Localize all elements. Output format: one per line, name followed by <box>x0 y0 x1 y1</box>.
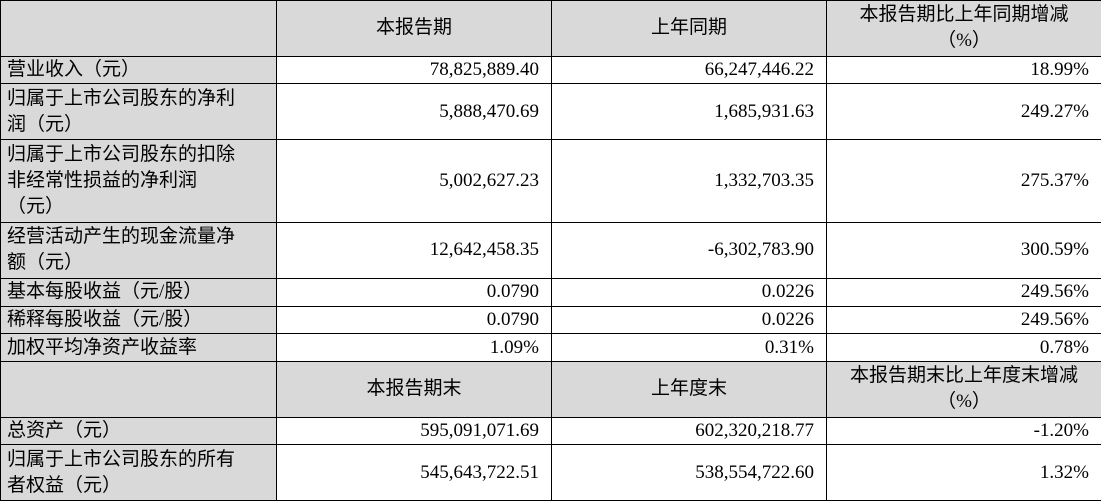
text-line: 归属于上市公司股东的扣除 <box>7 142 266 168</box>
header-row: 本报告期末上年度末本报告期末比上年度末增减（%） <box>1 362 1101 418</box>
text-line: （元） <box>7 194 266 220</box>
text-line: 本报告期末比上年度末增减 <box>837 363 1091 389</box>
value-cell: 1,332,703.35 <box>552 139 827 222</box>
value-cell: 1,685,931.63 <box>552 84 827 140</box>
row-label: 总资产（元） <box>1 417 277 445</box>
header-cell <box>1 1 277 57</box>
text-line: 额（元） <box>7 250 266 276</box>
header-row: 本报告期上年同期本报告期比上年同期增减（%） <box>1 1 1101 57</box>
row-label: 归属于上市公司股东的净利润（元） <box>1 84 277 140</box>
row-label: 经营活动产生的现金流量净额（元） <box>1 223 277 279</box>
value-cell: 12,642,458.35 <box>277 223 552 279</box>
value-cell: 0.78% <box>827 334 1101 362</box>
value-cell: -1.20% <box>827 417 1101 445</box>
text-line: 本报告期比上年同期增减 <box>837 2 1091 28</box>
value-cell: 5,888,470.69 <box>277 84 552 140</box>
header-cell <box>1 362 277 418</box>
text-line: 归属于上市公司股东的净利 <box>7 86 266 112</box>
row-label: 归属于上市公司股东的扣除非经常性损益的净利润（元） <box>1 139 277 222</box>
row-label: 归属于上市公司股东的所有者权益（元） <box>1 445 277 501</box>
text-line: 本报告期 <box>287 15 541 41</box>
text-line: 归属于上市公司股东的所有 <box>7 447 266 473</box>
value-cell: 545,643,722.51 <box>277 445 552 501</box>
text-line: 本报告期末 <box>287 376 541 402</box>
text-line: 上年度末 <box>562 376 816 402</box>
text-line: 上年同期 <box>562 15 816 41</box>
value-cell: 66,247,446.22 <box>552 56 827 84</box>
value-cell: 0.0790 <box>277 306 552 334</box>
value-cell: 0.0790 <box>277 278 552 306</box>
data-row: 加权平均净资产收益率 1.09%0.31%0.78% <box>1 334 1101 362</box>
header-cell: 上年度末 <box>552 362 827 418</box>
text-line: （%） <box>837 28 1091 54</box>
value-cell: 249.56% <box>827 306 1101 334</box>
text-line: 经营活动产生的现金流量净 <box>7 224 266 250</box>
text-line: 稀释每股收益（元/股） <box>7 307 266 333</box>
value-cell: 1.32% <box>827 445 1101 501</box>
data-row: 经营活动产生的现金流量净额（元）12,642,458.35-6,302,783.… <box>1 223 1101 279</box>
value-cell: -6,302,783.90 <box>552 223 827 279</box>
row-label: 加权平均净资产收益率 <box>1 334 277 362</box>
text-line: （%） <box>837 389 1091 415</box>
text-line: 加权平均净资产收益率 <box>7 335 266 361</box>
text-line: 非经常性损益的净利润 <box>7 168 266 194</box>
value-cell: 249.27% <box>827 84 1101 140</box>
header-cell: 本报告期比上年同期增减（%） <box>827 1 1101 57</box>
header-cell: 本报告期 <box>277 1 552 57</box>
text-line: 总资产（元） <box>7 418 266 444</box>
value-cell: 0.0226 <box>552 306 827 334</box>
text-line: 营业收入（元） <box>7 57 266 83</box>
header-cell: 本报告期末比上年度末增减（%） <box>827 362 1101 418</box>
text-line: 基本每股收益（元/股） <box>7 279 266 305</box>
text-line: 润（元） <box>7 112 266 138</box>
value-cell: 5,002,627.23 <box>277 139 552 222</box>
value-cell: 78,825,889.40 <box>277 56 552 84</box>
value-cell: 595,091,071.69 <box>277 417 552 445</box>
value-cell: 1.09% <box>277 334 552 362</box>
value-cell: 602,320,218.77 <box>552 417 827 445</box>
row-label: 营业收入（元） <box>1 56 277 84</box>
text-line: 者权益（元） <box>7 473 266 499</box>
header-cell: 上年同期 <box>552 1 827 57</box>
value-cell: 538,554,722.60 <box>552 445 827 501</box>
row-label: 基本每股收益（元/股） <box>1 278 277 306</box>
value-cell: 249.56% <box>827 278 1101 306</box>
value-cell: 0.0226 <box>552 278 827 306</box>
value-cell: 18.99% <box>827 56 1101 84</box>
value-cell: 300.59% <box>827 223 1101 279</box>
value-cell: 0.31% <box>552 334 827 362</box>
header-cell: 本报告期末 <box>277 362 552 418</box>
value-cell: 275.37% <box>827 139 1101 222</box>
row-label: 稀释每股收益（元/股） <box>1 306 277 334</box>
